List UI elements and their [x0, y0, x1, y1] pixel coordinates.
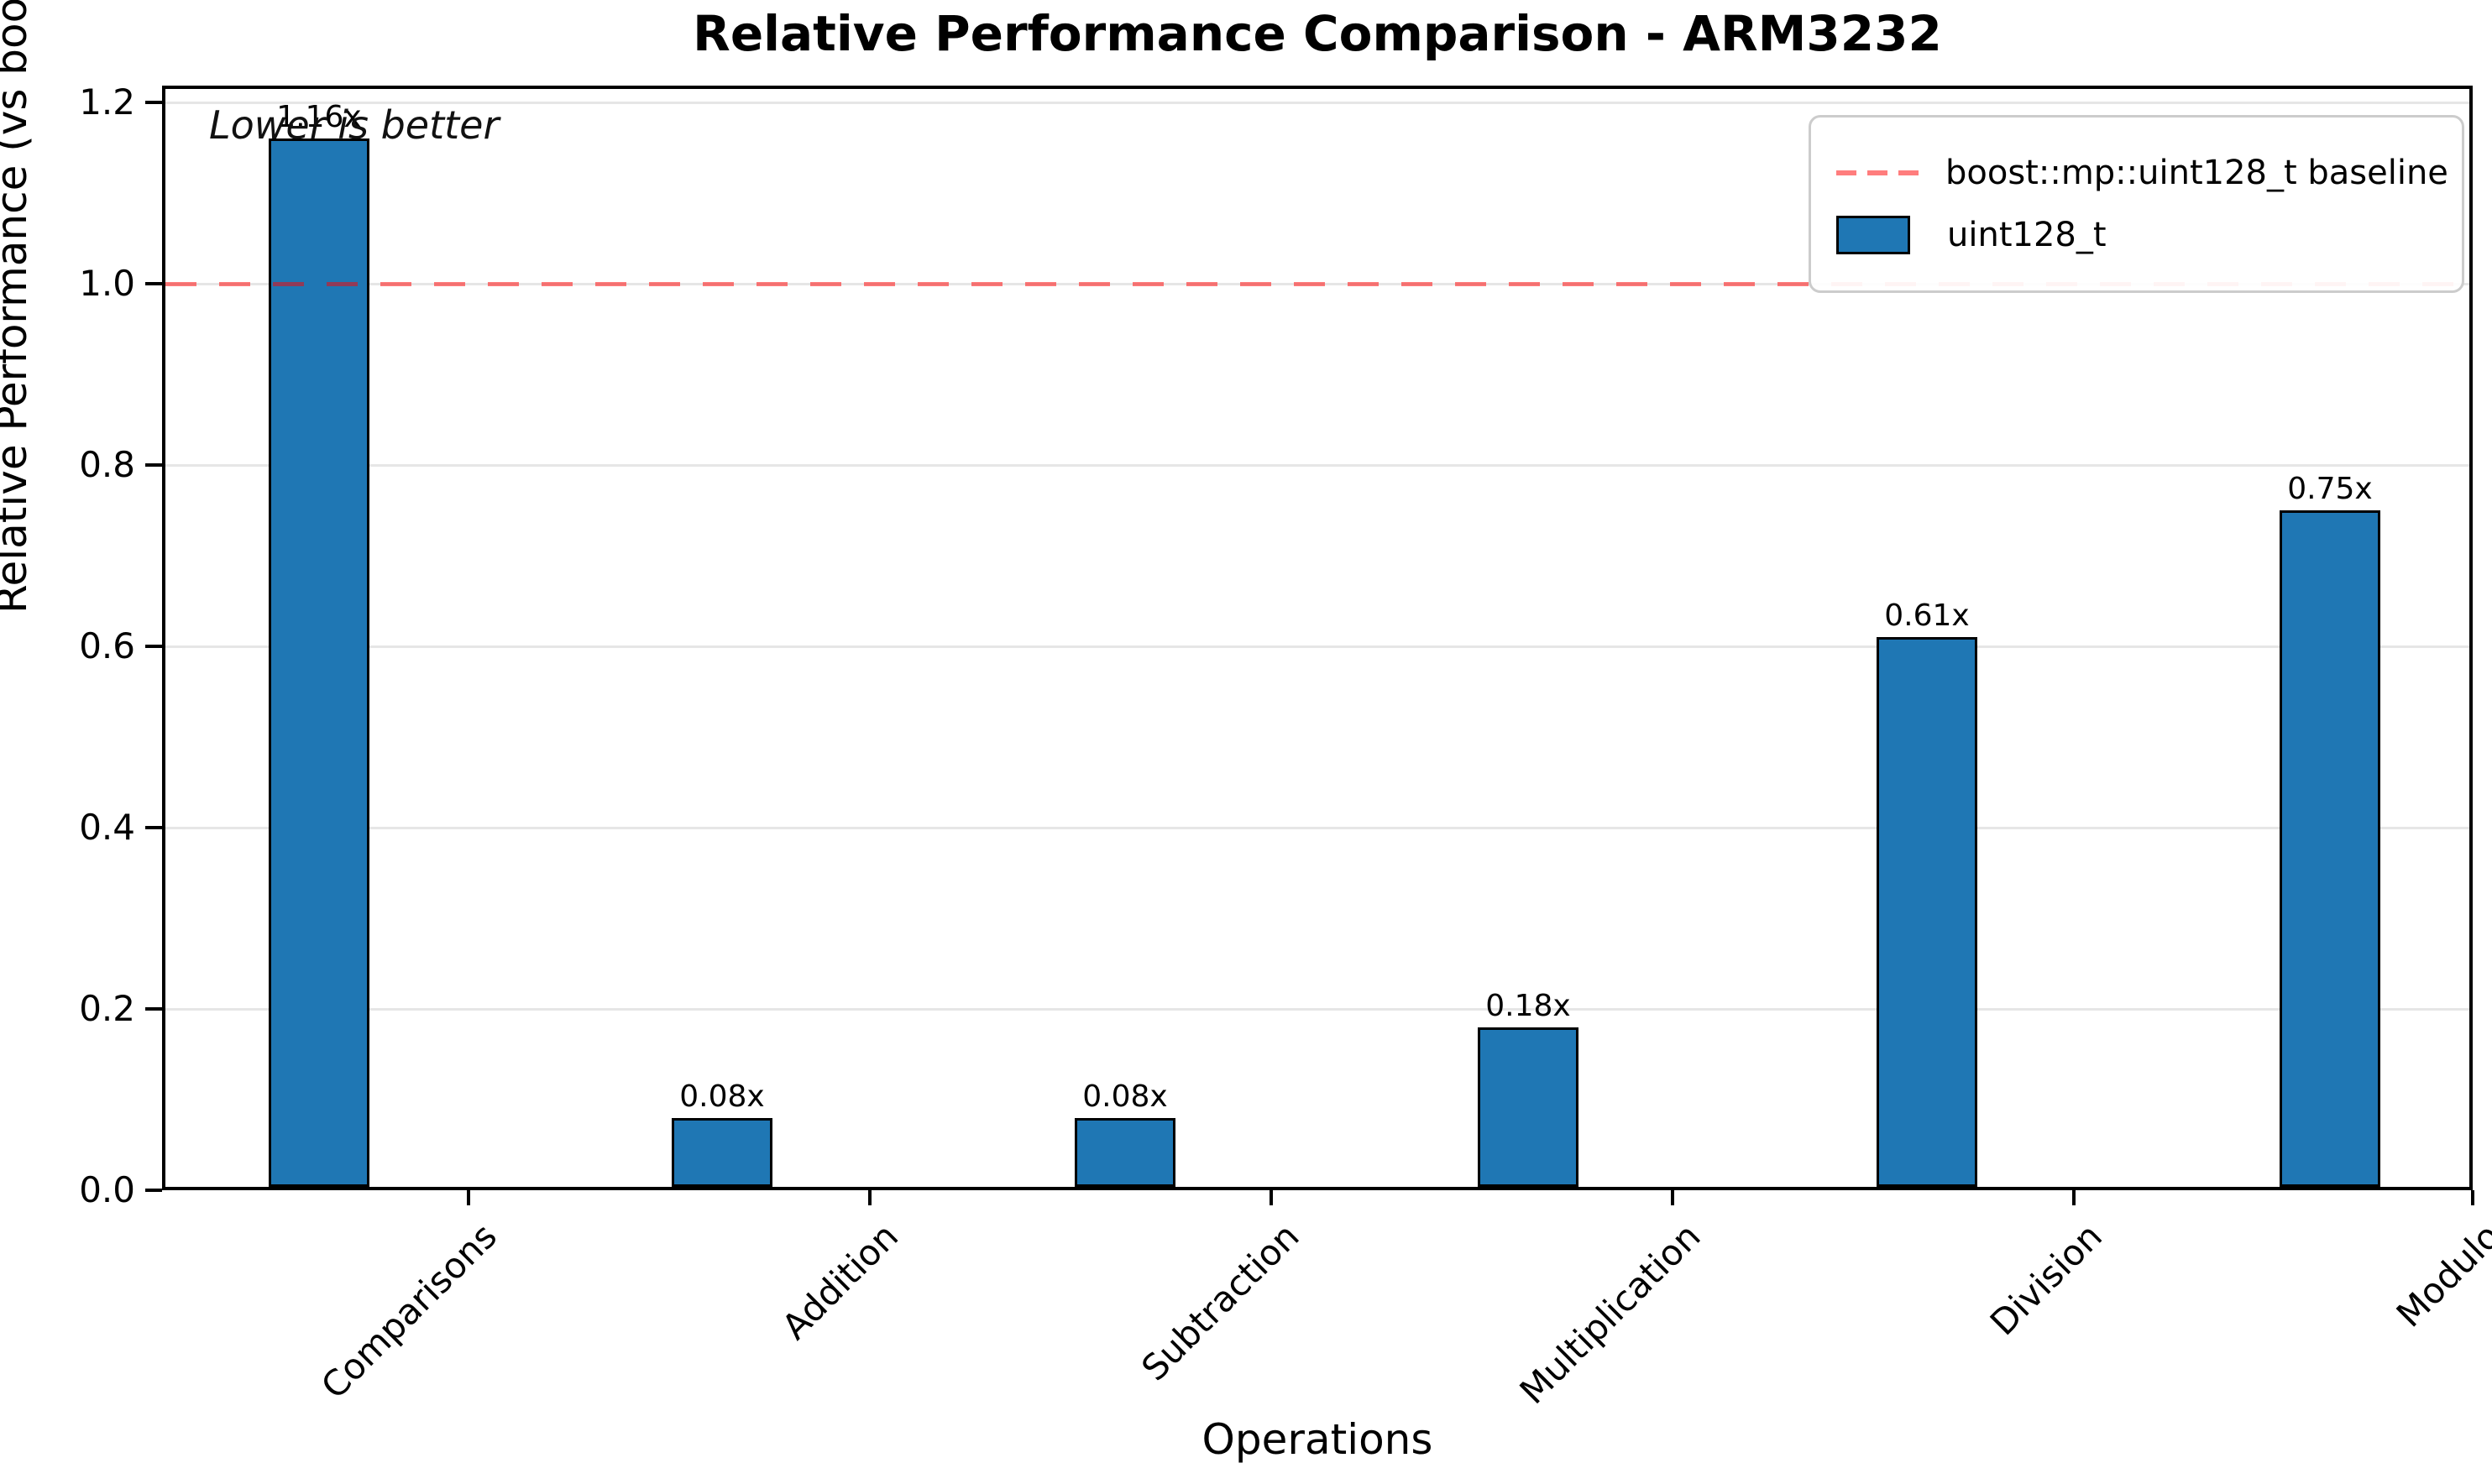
x-axis-title: Operations — [1202, 1415, 1433, 1464]
bar-division — [1877, 637, 1977, 1187]
bar-subtraction — [1075, 1117, 1175, 1187]
gridline — [165, 102, 2469, 104]
bar-multiplication — [1478, 1027, 1578, 1187]
gridline — [165, 827, 2469, 829]
x-tick-label-addition: Addition — [773, 1215, 906, 1348]
gridline — [165, 645, 2469, 648]
y-tick — [145, 1189, 162, 1192]
bar-value-label-division: 0.61x — [1884, 598, 1970, 634]
y-tick-label: 1.0 — [79, 263, 135, 304]
y-tick-label: 0.4 — [79, 807, 135, 848]
x-tick — [2072, 1190, 2076, 1205]
bar-value-label-modulo: 0.75x — [2287, 472, 2373, 506]
y-tick-label: 1.2 — [79, 81, 135, 123]
x-tick-label-modulo: Modulo — [2389, 1215, 2492, 1335]
y-tick-label: 0.8 — [79, 444, 135, 485]
legend: boost::mp::uint128_t baseline uint128_t — [1809, 115, 2464, 293]
x-tick-label-subtraction: Subtraction — [1133, 1215, 1307, 1389]
y-tick — [145, 645, 162, 648]
gridline — [165, 1008, 2469, 1011]
y-tick — [145, 101, 162, 104]
bar-value-label-subtraction: 0.08x — [1082, 1079, 1168, 1114]
y-tick-label: 0.2 — [79, 988, 135, 1029]
y-tick — [145, 282, 162, 285]
legend-entry-baseline: boost::mp::uint128_t baseline — [1836, 154, 2448, 192]
gridline — [165, 464, 2469, 467]
x-tick — [868, 1190, 872, 1205]
y-tick — [145, 826, 162, 829]
bar-value-label-multiplication: 0.18x — [1485, 988, 1571, 1023]
legend-label-series: uint128_t — [1947, 216, 2107, 254]
baseline-line — [165, 282, 2469, 286]
y-axis-title: Relative Performance (vs boost::mp::uint… — [0, 0, 36, 614]
legend-sample-area — [1836, 170, 1919, 175]
y-tick-label: 0.6 — [79, 625, 135, 666]
bar-comparisons — [269, 138, 369, 1187]
x-tick-label-comparisons: Comparisons — [312, 1215, 505, 1407]
series-swatch-icon — [1836, 216, 1910, 254]
bar-value-label-addition: 0.08x — [679, 1079, 765, 1114]
y-tick — [145, 463, 162, 467]
bar-value-label-comparisons: 1.16x — [276, 100, 362, 135]
x-tick — [467, 1190, 470, 1205]
x-tick-label-multiplication: Multiplication — [1511, 1215, 1709, 1413]
bar-addition — [672, 1117, 772, 1187]
legend-label-baseline: boost::mp::uint128_t baseline — [1945, 154, 2448, 192]
x-tick — [1270, 1190, 1273, 1205]
legend-sample-area — [1836, 216, 1920, 254]
annotation-lower-is-better: Lower is better — [209, 102, 500, 148]
plot-area: 1.16x 0.08x 0.08x 0.18x 0.61x 0.75x Lower is … — [162, 86, 2473, 1190]
chart-title: Relative Performance Comparison - ARM323… — [693, 5, 1942, 62]
y-tick-label: 0.0 — [79, 1169, 135, 1210]
baseline-dash-icon — [1836, 170, 1919, 175]
legend-entry-series: uint128_t — [1836, 216, 2437, 254]
x-tick — [2471, 1190, 2474, 1205]
bar-modulo — [2280, 510, 2380, 1187]
x-tick-label-division: Division — [1982, 1215, 2110, 1344]
y-tick — [145, 1007, 162, 1011]
x-tick — [1671, 1190, 1674, 1205]
